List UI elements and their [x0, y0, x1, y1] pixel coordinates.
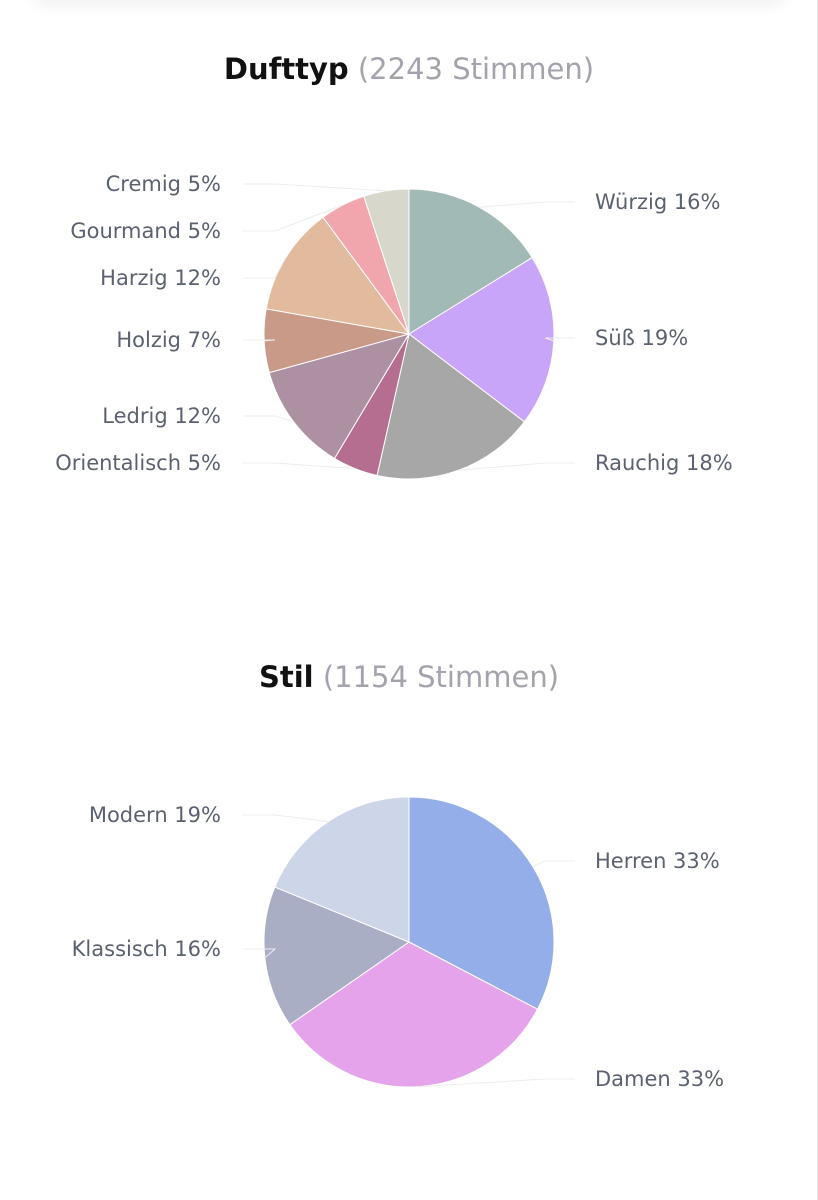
pie-label-ledrig: Ledrig 12%	[102, 404, 221, 428]
pie-label-gourmand: Gourmand 5%	[70, 219, 221, 243]
pie-chart-stil: Herren 33% Damen 33% Klassisch 16% Modern 1…	[72, 796, 724, 1091]
pie-label-herren: Herren 33%	[595, 849, 720, 873]
pie-label-damen: Damen 33%	[595, 1067, 724, 1091]
pie-leader-line	[544, 337, 575, 342]
pie-leader-line	[532, 860, 575, 868]
pie-label-holzig: Holzig 7%	[116, 328, 221, 352]
pie-leader-line	[243, 415, 294, 423]
pie-leader-line	[243, 462, 356, 470]
pie-leader-line	[243, 183, 387, 192]
pie-label-w-rzig: Würzig 16%	[595, 190, 721, 214]
pie-slice-rauchig[interactable]	[376, 333, 526, 480]
pie-label-s-: Süß 19%	[595, 326, 688, 350]
pie-slice-cremig[interactable]	[363, 188, 410, 335]
pie-label-harzig: Harzig 12%	[100, 266, 221, 290]
pie-chart-dufttyp: Würzig 16% Süß 19% Rauchig 18% Orientalisch…	[55, 172, 733, 480]
pie-leader-line	[458, 462, 575, 471]
chart-votes-count: (1154 Stimmen)	[322, 660, 560, 694]
pie-leader-line	[243, 948, 277, 959]
chart-title-main: Dufttyp	[223, 52, 349, 86]
chart-votes-count: (2243 Stimmen)	[357, 52, 595, 86]
pie-label-rauchig: Rauchig 18%	[595, 451, 733, 475]
pie-label-klassisch: Klassisch 16%	[72, 937, 221, 961]
pie-leader-line	[243, 204, 343, 232]
pie-slice-w-rzig[interactable]	[408, 188, 533, 335]
pie-leader-line	[479, 201, 575, 208]
pie-label-orientalisch: Orientalisch 5%	[55, 451, 221, 475]
chart-title-main: Stil	[258, 660, 314, 694]
chart-title-stil: Stil (1154 Stimmen)	[0, 660, 818, 694]
pie-label-cremig: Cremig 5%	[106, 172, 221, 196]
pie-label-modern: Modern 19%	[89, 803, 221, 827]
pie-leader-line	[417, 1078, 575, 1088]
chart-title-dufttyp: Dufttyp (2243 Stimmen)	[0, 52, 818, 86]
pie-leader-line	[243, 257, 287, 279]
pie-leader-line	[243, 339, 276, 342]
pie-leader-line	[243, 814, 329, 823]
pie-slice-modern[interactable]	[274, 796, 410, 943]
pie-slice-ledrig[interactable]	[268, 333, 411, 460]
